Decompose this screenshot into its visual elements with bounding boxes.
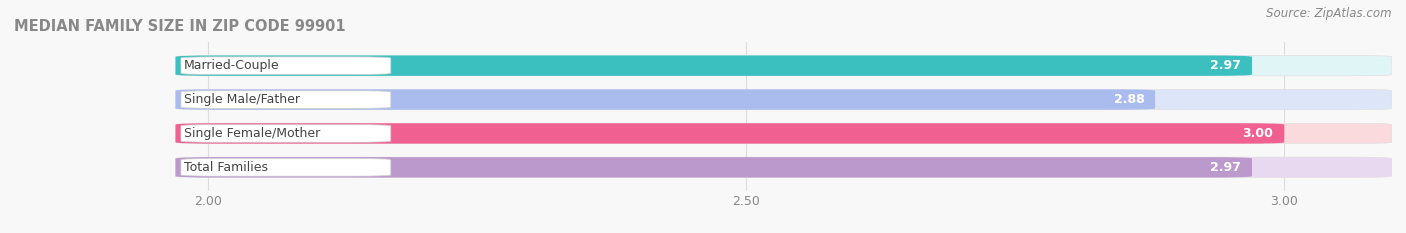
Text: 3.00: 3.00 [1243,127,1274,140]
FancyBboxPatch shape [181,91,391,108]
Text: MEDIAN FAMILY SIZE IN ZIP CODE 99901: MEDIAN FAMILY SIZE IN ZIP CODE 99901 [14,19,346,34]
FancyBboxPatch shape [176,157,1251,178]
FancyBboxPatch shape [176,55,1251,76]
Text: 2.97: 2.97 [1211,161,1241,174]
Text: Source: ZipAtlas.com: Source: ZipAtlas.com [1267,7,1392,20]
FancyBboxPatch shape [176,123,1392,144]
FancyBboxPatch shape [181,158,391,176]
Text: 2.97: 2.97 [1211,59,1241,72]
FancyBboxPatch shape [176,123,1284,144]
FancyBboxPatch shape [176,89,1392,110]
FancyBboxPatch shape [176,157,1392,178]
Text: Total Families: Total Families [184,161,269,174]
Text: Single Male/Father: Single Male/Father [184,93,299,106]
FancyBboxPatch shape [181,57,391,75]
FancyBboxPatch shape [176,89,1156,110]
FancyBboxPatch shape [176,55,1392,76]
Text: 2.88: 2.88 [1114,93,1144,106]
Text: Single Female/Mother: Single Female/Mother [184,127,321,140]
Text: Married-Couple: Married-Couple [184,59,280,72]
FancyBboxPatch shape [181,125,391,142]
